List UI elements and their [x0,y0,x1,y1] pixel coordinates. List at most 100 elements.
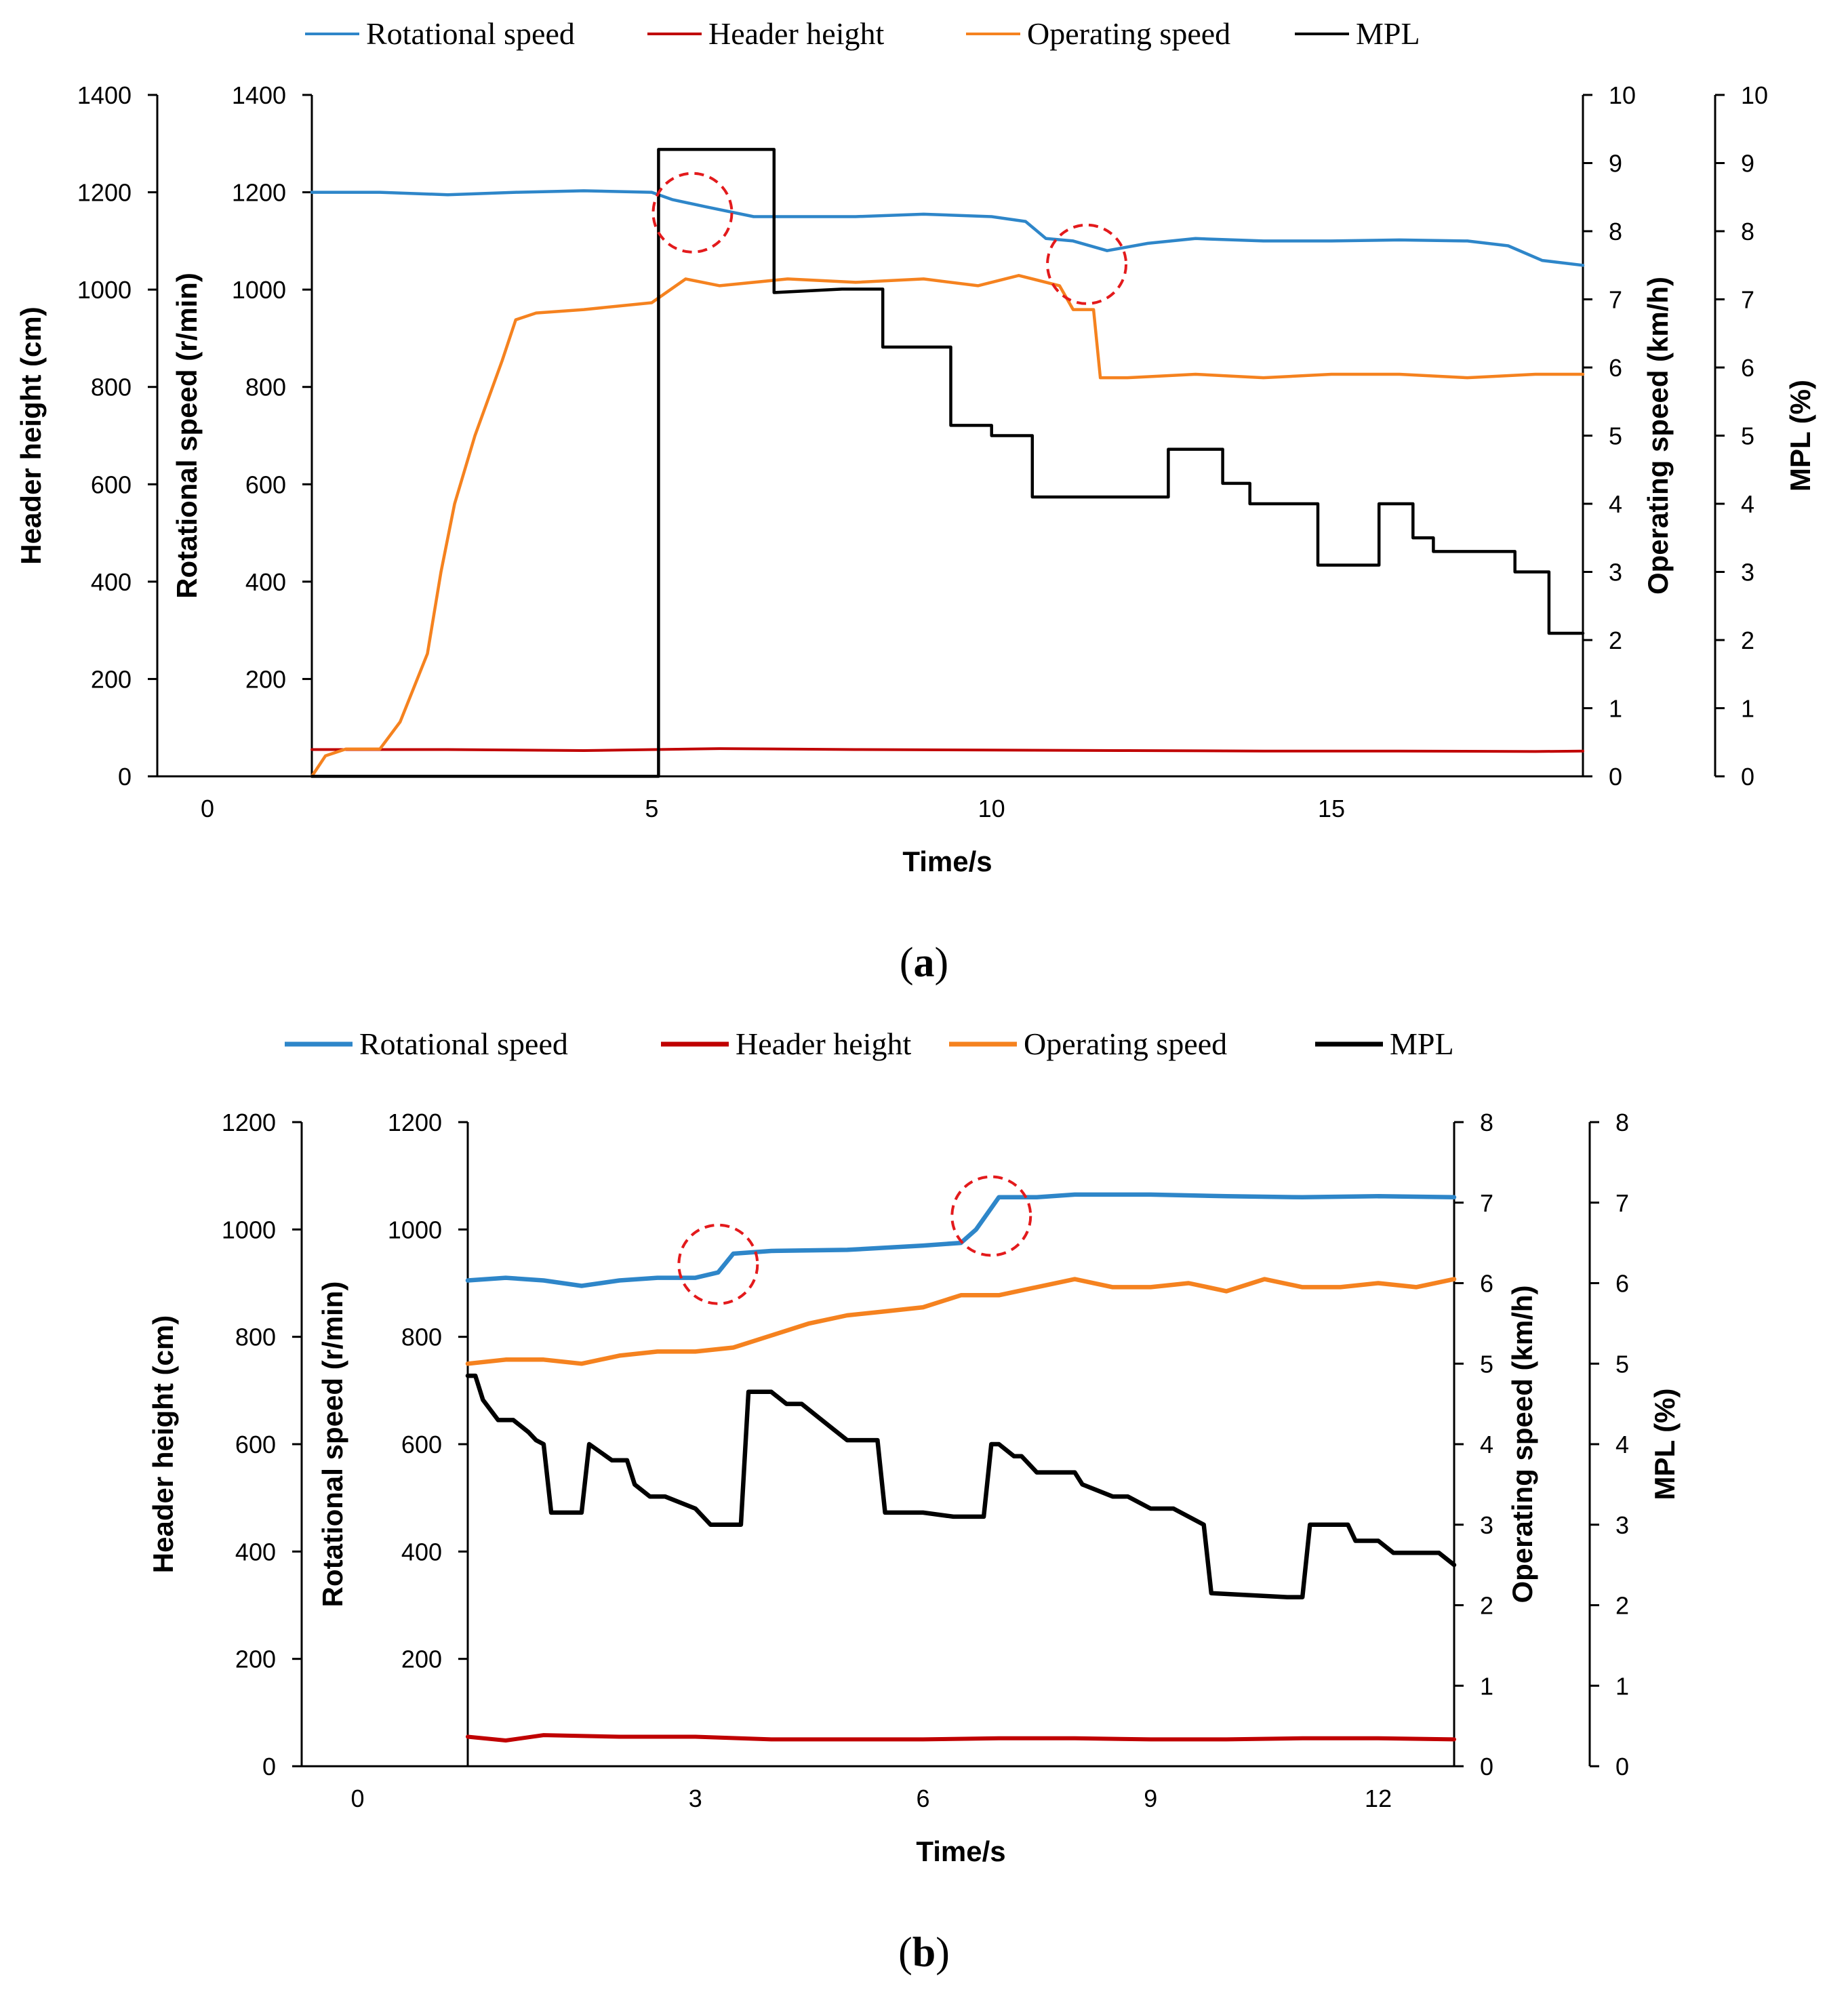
data-point-mpl [1249,482,1251,485]
tick-label: 8 [1480,1109,1493,1136]
tick-label: 7 [1480,1189,1493,1217]
data-point-rotational_speed [1072,239,1074,242]
tick-label: 1200 [232,179,286,207]
data-point-mpl [773,292,776,294]
tick-label: 10 [978,795,1005,822]
data-point-header_height [719,747,721,750]
data-point-mpl [1111,1495,1114,1498]
data-point-operating_speed [1339,1286,1342,1288]
data-point-rotational_speed [1330,239,1333,242]
tick-label: 400 [91,568,132,596]
series-line-mpl [310,148,1585,778]
data-point-rotational_speed [846,1248,849,1251]
data-point-mpl [588,1443,590,1446]
data-point-rotational_speed [975,1228,978,1231]
data-point-rotational_speed [717,1271,719,1274]
data-point-operating_speed [440,571,442,573]
data-point-mpl [1514,550,1516,553]
data-point-mpl [550,1511,553,1514]
tick-label: 2 [1480,1592,1493,1620]
data-point-operating_speed [998,1294,1000,1296]
rotational-speed-axis-title: Rotational speed (r/min) [317,1281,348,1608]
data-point-rotational_speed [582,189,585,192]
data-point-mpl [633,1483,636,1486]
data-point-operating_speed [656,1350,659,1353]
data-point-operating_speed [582,308,585,311]
data-point-operating_speed [650,302,653,304]
data-point-mpl [626,1459,628,1462]
data-point-mpl [1317,564,1319,566]
tick-label: 10 [1741,81,1768,109]
tick-label: 5 [1741,422,1754,450]
data-point-mpl [1548,571,1550,573]
data-point-mpl [990,424,993,426]
data-point-rotational_speed [752,216,755,218]
series-line-mpl [465,1373,1457,1599]
tick-label: 0 [1741,763,1754,791]
data-point-header_height [1225,1738,1228,1740]
data-point-mpl [664,1495,666,1498]
data-point-mpl [474,1374,477,1377]
data-point-mpl [1582,632,1584,635]
tick-label: 800 [401,1323,442,1351]
tick-label: 800 [235,1323,276,1351]
tick-label: 0 [201,795,214,822]
data-point-operating_speed [454,502,456,505]
data-point-mpl [1035,1471,1038,1474]
data-point-mpl [1432,550,1434,553]
data-point-mpl [512,1418,515,1421]
data-point-mpl [990,1443,992,1446]
tick-label: 6 [1609,354,1622,382]
data-point-mpl [1149,1507,1152,1510]
tick-label: 8 [1741,218,1754,245]
data-point-rotational_speed [1398,239,1401,241]
data-point-rotational_speed [1106,250,1108,252]
data-point-rotational_speed [1146,242,1149,245]
data-point-mpl [846,1439,849,1441]
data-point-rotational_speed [1466,239,1468,242]
data-point-mpl [1514,571,1516,573]
data-point-operating_speed [466,1362,469,1365]
tick-label: 200 [401,1646,442,1673]
data-point-operating_speed [922,277,925,280]
data-point-rotational_speed [1073,1193,1076,1196]
data-point-operating_speed [1111,1286,1114,1288]
data-point-mpl [1167,448,1169,451]
data-point-rotational_speed [580,1285,583,1287]
data-point-operating_speed [580,1362,583,1365]
data-point-operating_speed [732,1347,735,1349]
axis-header-height: 0 200 400 600 800 1000 1200 [222,1109,303,1780]
tick-label: 5 [1609,422,1622,450]
tick-label: 1000 [77,276,132,304]
axis-operating-speed: 0 1 2 3 4 5 6 7 8 [1453,1109,1493,1780]
panel-caption: (b) [898,1930,950,1976]
data-point-rotational_speed [1149,1193,1152,1196]
data-point-header_height [1582,750,1584,753]
header-height-axis-title: Header height (cm) [147,1315,179,1573]
tick-label: 7 [1609,286,1622,314]
data-point-header_height [447,749,449,751]
tick-label: 1 [1609,695,1622,723]
tick-label: 4 [1741,490,1754,518]
tick-label: 9 [1741,150,1754,178]
data-point-mpl [1378,564,1380,566]
data-point-operating_speed [1263,1278,1266,1281]
data-point-mpl [1286,1596,1289,1599]
data-point-operating_speed [344,748,347,751]
axis-time: 0 5 10 15 Time/s [157,775,1583,877]
tick-label: 1400 [77,81,132,109]
data-point-operating_speed [1377,1282,1380,1284]
tick-label: 2 [1741,626,1754,654]
tick-label: 400 [401,1538,442,1566]
data-point-header_height [846,1738,849,1740]
tick-label: 15 [1318,795,1345,822]
data-point-mpl [740,1524,742,1526]
data-point-mpl [1210,1592,1213,1595]
series-line-rotational_speed [310,189,1585,267]
data-point-rotational_speed [1024,220,1027,223]
series-line-header_height [466,1733,1456,1743]
data-point-operating_speed [324,755,327,757]
data-point-operating_speed [977,284,980,287]
data-point-rotational_speed [466,1279,469,1281]
data-point-operating_speed [542,1358,545,1361]
